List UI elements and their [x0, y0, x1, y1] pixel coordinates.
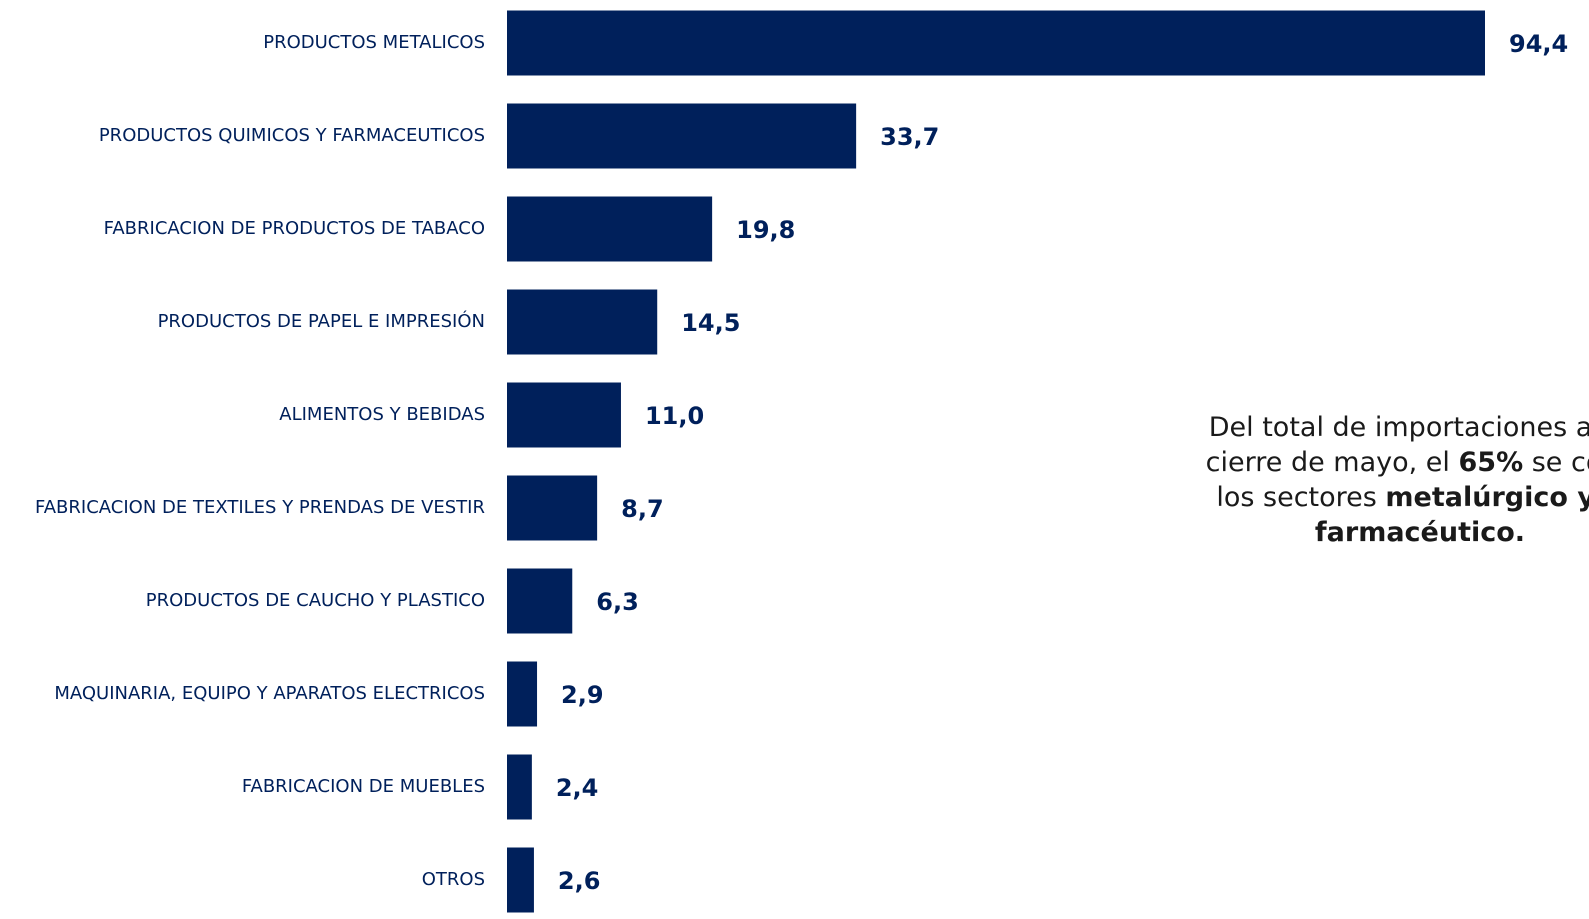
category-label: PRODUCTOS DE CAUCHO Y PLASTICO: [146, 590, 485, 611]
annotation-line-4: farmacéutico.: [1080, 515, 1589, 550]
annotation-line-1: Del total de importaciones alca: [1208, 412, 1589, 443]
value-label: 11,0: [645, 402, 704, 430]
annotation-highlight-sectors: metalúrgico y q: [1385, 482, 1589, 513]
annotation-highlight-percent: 65%: [1458, 447, 1524, 478]
bar: [507, 103, 857, 169]
summary-annotation: Del total de importaciones alca cierre d…: [1080, 410, 1589, 550]
category-label: OTROS: [422, 869, 485, 890]
annotation-highlight-sectors: farmacéutico.: [1314, 517, 1526, 548]
bar: [507, 196, 713, 262]
annotation-text: los sectores: [1216, 482, 1386, 513]
category-label: MAQUINARIA, EQUIPO Y APARATOS ELECTRICOS: [54, 683, 485, 704]
bar: [507, 382, 621, 448]
value-label: 8,7: [621, 495, 664, 523]
bar: [507, 568, 573, 634]
annotation-line-3: los sectores metalúrgico y q: [1080, 480, 1589, 515]
value-label: 2,6: [558, 867, 601, 895]
category-label: PRODUCTOS DE PAPEL E IMPRESIÓN: [158, 310, 485, 332]
value-label: 19,8: [736, 216, 795, 244]
value-label: 14,5: [681, 309, 740, 337]
bar: [507, 10, 1485, 76]
category-label: PRODUCTOS METALICOS: [263, 32, 485, 53]
value-label: 2,4: [556, 774, 599, 802]
bar: [507, 754, 532, 820]
value-label: 2,9: [561, 681, 604, 709]
bar: [507, 475, 598, 541]
annotation-line-2: cierre de mayo, el 65% se conc: [1080, 445, 1589, 480]
value-label: 94,4: [1509, 30, 1568, 58]
bar: [507, 847, 534, 913]
bar: [507, 661, 538, 727]
value-label: 6,3: [596, 588, 639, 616]
category-label: FABRICACION DE MUEBLES: [242, 776, 485, 797]
bar: [507, 289, 658, 355]
annotation-text: se conc: [1531, 447, 1589, 478]
category-label: FABRICACION DE PRODUCTOS DE TABACO: [104, 218, 485, 239]
category-label: ALIMENTOS Y BEBIDAS: [279, 404, 485, 425]
category-label: FABRICACION DE TEXTILES Y PRENDAS DE VES…: [35, 497, 485, 518]
annotation-text: cierre de mayo, el: [1205, 447, 1459, 478]
value-label: 33,7: [880, 123, 939, 151]
category-label: PRODUCTOS QUIMICOS Y FARMACEUTICOS: [99, 125, 485, 146]
